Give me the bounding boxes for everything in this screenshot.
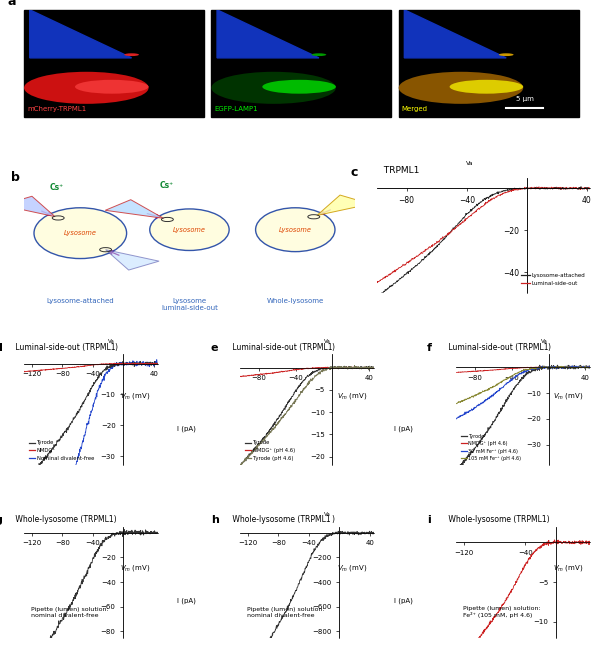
Polygon shape <box>29 10 132 58</box>
Legend: Lysosome-attached, Luminal-side-out: Lysosome-attached, Luminal-side-out <box>519 271 587 288</box>
Text: g: g <box>0 515 2 525</box>
Legend: Tyrode, NMDG⁺, Nominal divalent-free: Tyrode, NMDG⁺, Nominal divalent-free <box>26 438 96 463</box>
Text: c: c <box>351 166 358 179</box>
Polygon shape <box>105 250 159 270</box>
Text: Whole-lysosome (TRPML1): Whole-lysosome (TRPML1) <box>446 515 550 525</box>
Text: Pipette (lumen) solution:
nominal divalent-free: Pipette (lumen) solution: nominal divale… <box>31 607 108 617</box>
Ellipse shape <box>256 208 335 252</box>
Polygon shape <box>405 10 506 58</box>
Legend: Tyrode, NMDG⁺ (pH 4.6), Tyrode (pH 4.6): Tyrode, NMDG⁺ (pH 4.6), Tyrode (pH 4.6) <box>243 438 297 463</box>
Text: ): ) <box>331 515 334 525</box>
Text: Lysosome-attached: Lysosome-attached <box>46 298 114 304</box>
Text: d: d <box>0 343 2 353</box>
Text: i: i <box>427 515 431 525</box>
Ellipse shape <box>150 209 229 250</box>
Text: Pipette (lumen) solution:
nominal divalent-free: Pipette (lumen) solution: nominal divale… <box>247 607 324 617</box>
Text: Merged: Merged <box>402 107 427 112</box>
Text: Va: Va <box>324 339 331 344</box>
Text: 5 μm: 5 μm <box>516 95 533 101</box>
Text: $V_{m}$ (mV): $V_{m}$ (mV) <box>553 563 583 573</box>
Circle shape <box>262 80 336 94</box>
Text: Luminal-side-out (TRPML1: Luminal-side-out (TRPML1 <box>13 343 116 352</box>
Text: Whole-lysosome (TRPML1: Whole-lysosome (TRPML1 <box>229 515 330 525</box>
Text: $V_{m}$ (mV): $V_{m}$ (mV) <box>337 563 367 573</box>
Text: Lysosome: Lysosome <box>173 227 206 233</box>
Text: Lysosome
luminal-side-out: Lysosome luminal-side-out <box>161 298 218 311</box>
Text: Luminal-side-out (TRPML1: Luminal-side-out (TRPML1 <box>229 343 332 352</box>
Text: ): ) <box>547 343 550 352</box>
Text: Cs⁺: Cs⁺ <box>160 181 173 190</box>
Circle shape <box>75 80 149 94</box>
Text: ): ) <box>115 343 118 352</box>
Text: a: a <box>7 0 16 8</box>
Text: Pipette (lumen) solution:
Fe²⁺ (105 mM, pH 4.6): Pipette (lumen) solution: Fe²⁺ (105 mM, … <box>463 606 541 617</box>
Ellipse shape <box>399 72 523 104</box>
Ellipse shape <box>34 208 126 258</box>
Text: Whole-lysosome (TRPML1): Whole-lysosome (TRPML1) <box>13 515 117 525</box>
Bar <box>399 10 579 116</box>
Circle shape <box>312 53 326 56</box>
Circle shape <box>450 80 523 94</box>
Y-axis label: I (pA): I (pA) <box>178 598 196 604</box>
Text: mCherry-TRPML1: mCherry-TRPML1 <box>27 107 86 112</box>
Text: TRPML1: TRPML1 <box>381 166 419 175</box>
Y-axis label: I (pA): I (pA) <box>394 598 412 604</box>
Text: h: h <box>211 515 219 525</box>
Text: $V_{m}$ (mV): $V_{m}$ (mV) <box>120 391 151 401</box>
Text: Whole-lysosome: Whole-lysosome <box>267 298 324 304</box>
Circle shape <box>124 53 139 56</box>
Ellipse shape <box>24 72 149 104</box>
Y-axis label: I (pA): I (pA) <box>394 426 412 432</box>
Circle shape <box>499 53 514 56</box>
Text: Cs⁺: Cs⁺ <box>50 182 64 192</box>
Text: $V_{m}$ (mV): $V_{m}$ (mV) <box>553 391 583 401</box>
Ellipse shape <box>211 72 336 104</box>
Text: Va: Va <box>541 339 547 344</box>
Y-axis label: I (pA): I (pA) <box>178 426 196 432</box>
Text: e: e <box>211 343 219 353</box>
Text: Lysosome: Lysosome <box>64 230 97 236</box>
Polygon shape <box>2 196 55 216</box>
Polygon shape <box>317 195 370 215</box>
Text: $V_{m}$ (mV): $V_{m}$ (mV) <box>337 391 367 401</box>
Bar <box>211 10 391 116</box>
Polygon shape <box>217 10 319 58</box>
Text: EGFP-LAMP1: EGFP-LAMP1 <box>214 107 258 112</box>
Text: Lysosome: Lysosome <box>279 227 312 233</box>
Text: ): ) <box>331 343 334 352</box>
Text: f: f <box>427 343 432 353</box>
Text: b: b <box>11 171 20 184</box>
Bar <box>24 10 204 116</box>
Text: Va: Va <box>108 339 115 344</box>
Text: Va: Va <box>324 511 331 517</box>
Polygon shape <box>105 199 164 218</box>
Legend: Tyrode, NMDG⁺ (pH 4.6), 30 mM Fe²⁺ (pH 4.6), 105 mM Fe²⁺ (pH 4.6): Tyrode, NMDG⁺ (pH 4.6), 30 mM Fe²⁺ (pH 4… <box>459 432 523 463</box>
Text: Va: Va <box>466 161 474 166</box>
Text: Luminal-side-out (TRPML1: Luminal-side-out (TRPML1 <box>446 343 548 352</box>
Text: $V_{m}$ (mV): $V_{m}$ (mV) <box>120 563 151 573</box>
